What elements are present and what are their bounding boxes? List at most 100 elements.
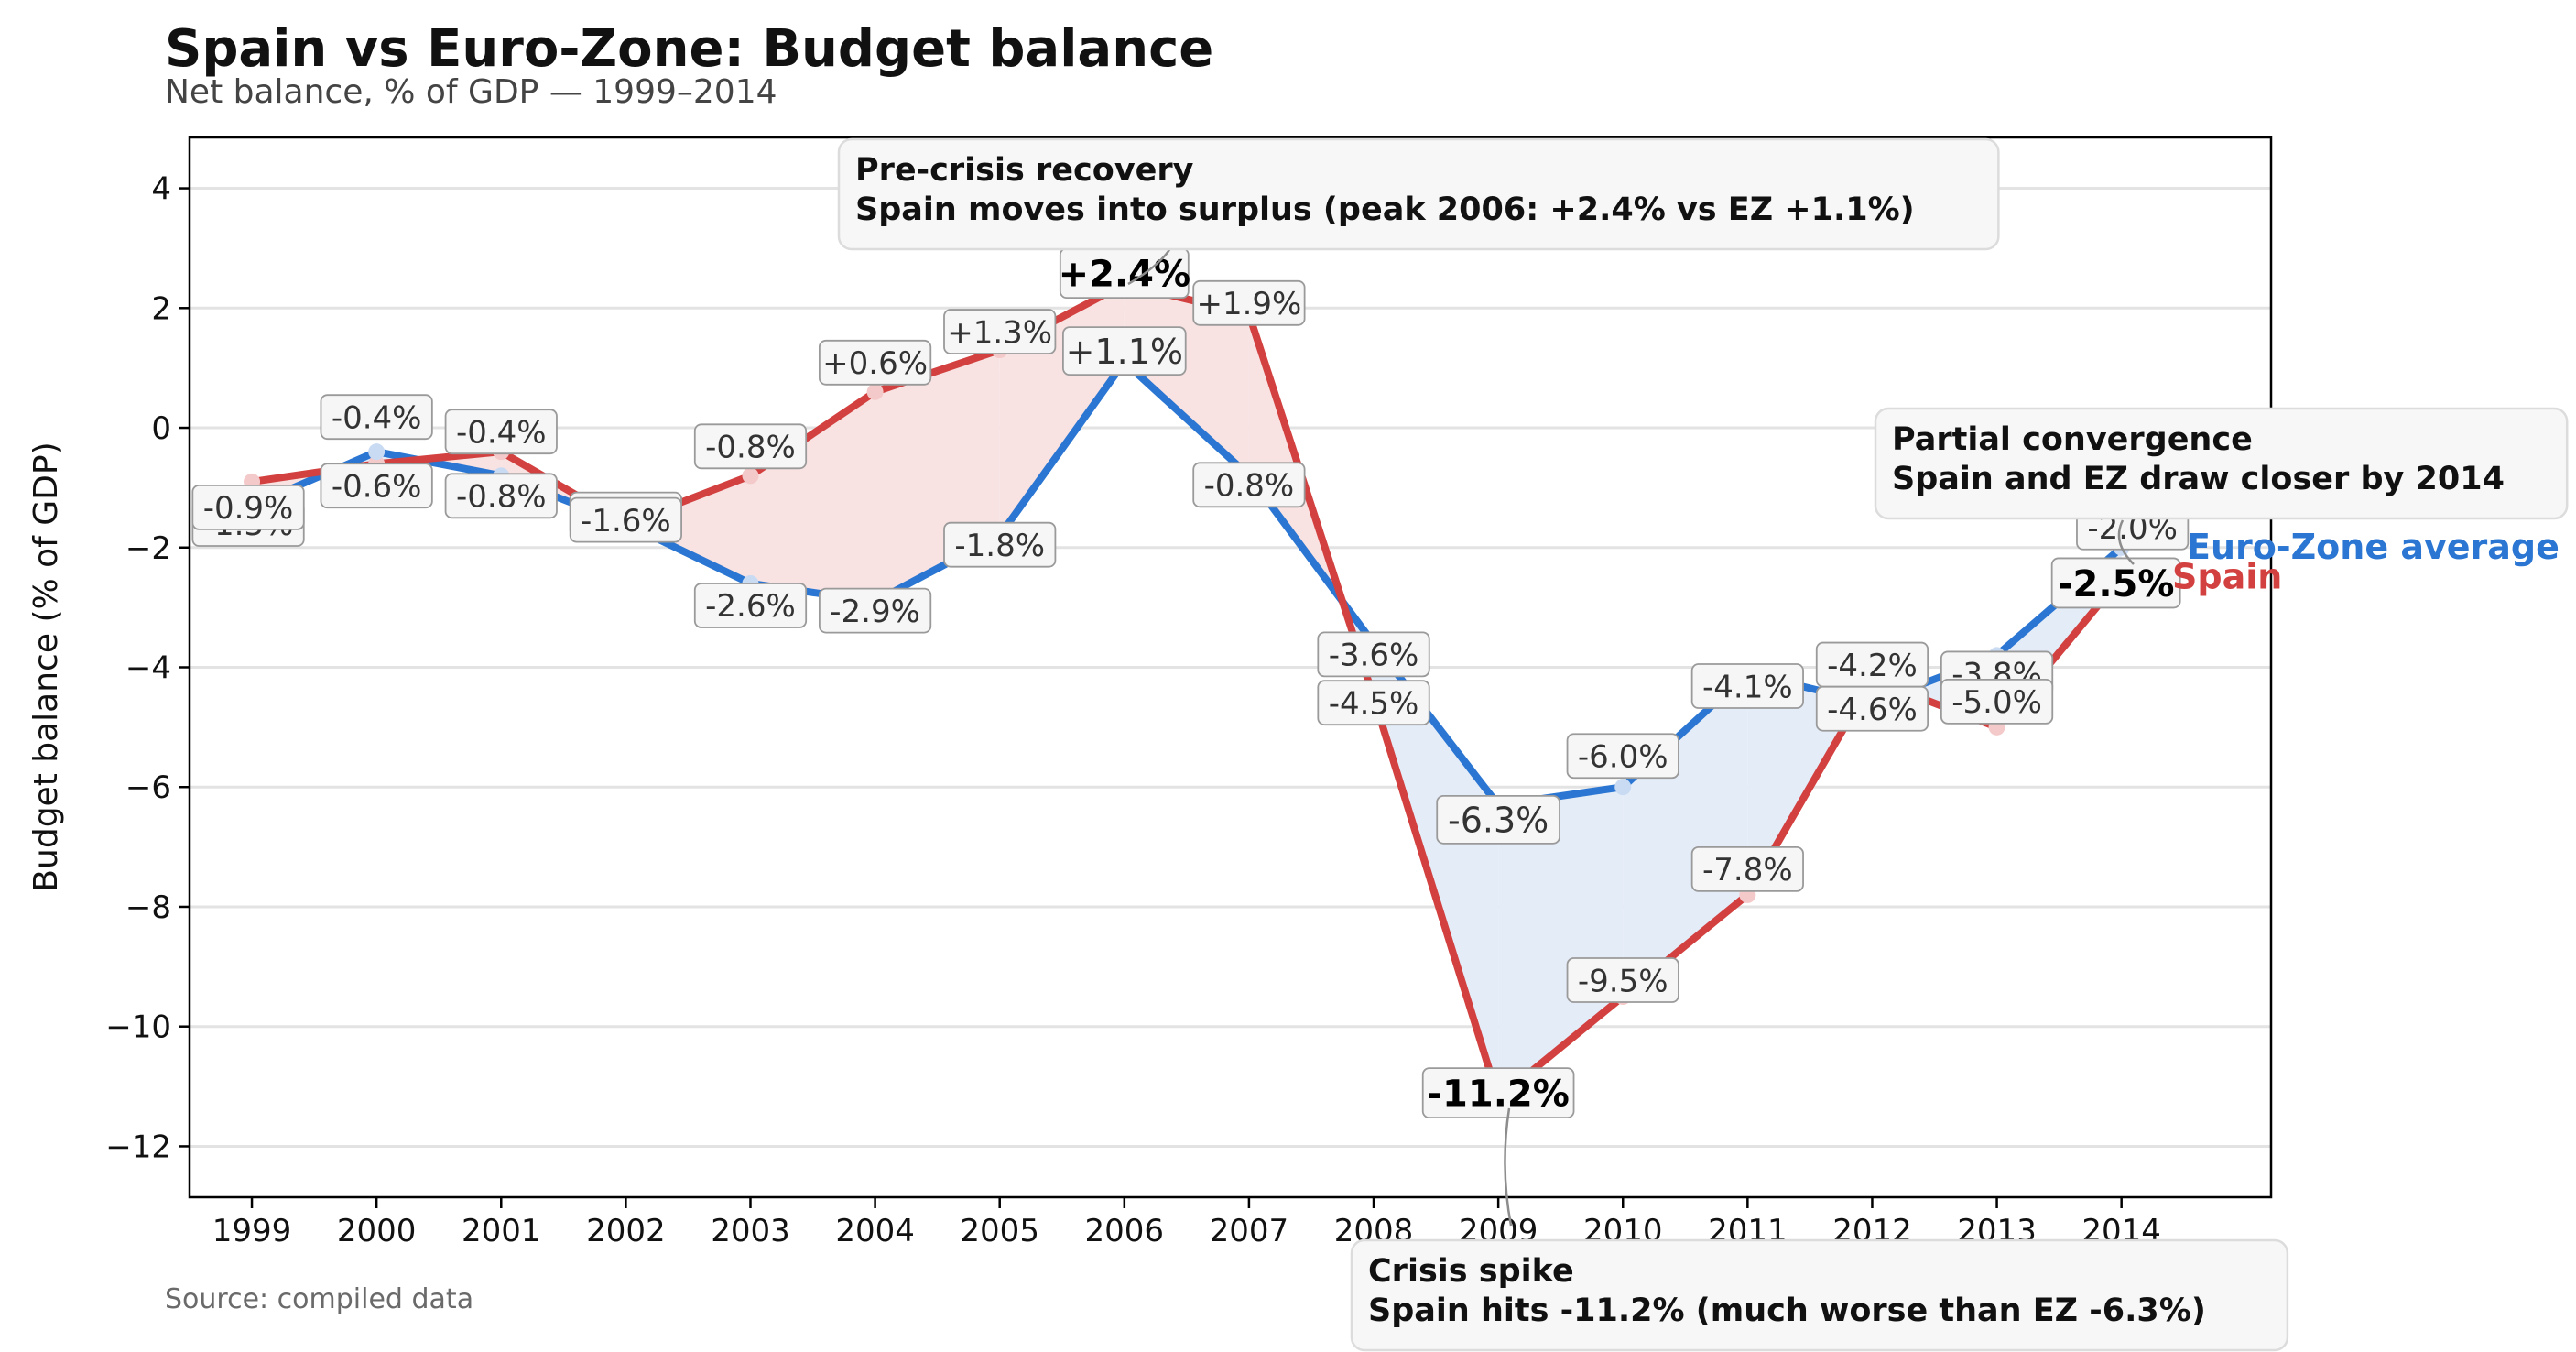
value-label-text: -7.8% xyxy=(1702,852,1793,889)
x-tick-label: 2000 xyxy=(337,1213,417,1249)
value-label-text: -4.1% xyxy=(1702,669,1793,705)
y-tick-label: −8 xyxy=(125,889,171,926)
euro-zone-value-label: -2.9% xyxy=(818,587,932,634)
source-note: Source: compiled data xyxy=(165,1283,473,1315)
value-label-text: -0.6% xyxy=(332,468,422,505)
value-label-box xyxy=(693,583,808,628)
value-label-box xyxy=(444,409,558,455)
y-tick-label: −12 xyxy=(105,1128,171,1165)
value-label-box xyxy=(1317,680,1430,726)
value-label-box xyxy=(320,394,433,441)
euro-zone-value-label: +1.1% xyxy=(1062,326,1187,376)
spain-value-label: -0.8% xyxy=(693,423,808,470)
value-label-text: -1.6% xyxy=(581,503,671,540)
value-label-box xyxy=(1421,1067,1575,1119)
spain-value-label: +2.4% xyxy=(1059,247,1190,300)
spain-line xyxy=(248,280,2125,1103)
value-label-text: +2.4% xyxy=(1059,254,1190,296)
value-label-text: -0.8% xyxy=(705,430,796,466)
value-label-box xyxy=(1566,733,1679,780)
value-label-box xyxy=(1436,794,1560,845)
value-label-box xyxy=(943,309,1057,354)
spain-value-label: -0.6% xyxy=(320,463,433,509)
y-tick-label: −10 xyxy=(105,1009,171,1046)
annotation-box xyxy=(1874,407,2569,520)
series-name-euro-zone: Euro-Zone average xyxy=(2187,527,2560,567)
euro-zone-value-label: -0.8% xyxy=(1192,462,1306,508)
value-label-text: +1.3% xyxy=(947,314,1052,351)
y-tick-label: 2 xyxy=(151,290,171,327)
value-label-text: -6.0% xyxy=(1578,738,1668,775)
value-label-box xyxy=(818,587,932,634)
spain-value-label: -2.5% xyxy=(2050,557,2181,609)
series-lines xyxy=(248,280,2125,1103)
annotation-text: Spain and EZ draw closer by 2014 xyxy=(1892,461,2505,497)
value-label-text: -4.5% xyxy=(1329,685,1419,722)
annotation-arrow xyxy=(1504,1107,1513,1227)
euro-zone-value-label: -4.1% xyxy=(1690,663,1804,709)
chart-title: Spain vs Euro-Zone: Budget balance xyxy=(165,19,1213,79)
value-label-box xyxy=(1690,663,1804,709)
spain-value-label: -9.5% xyxy=(1566,957,1679,1003)
value-label-box xyxy=(1317,631,1430,678)
annotation-arrow xyxy=(2117,519,2135,565)
spain-value-label: -1.6% xyxy=(569,496,682,543)
euro-zone-value-label: -0.4% xyxy=(320,394,433,441)
value-label-text: -3.6% xyxy=(1329,638,1419,674)
value-label-box xyxy=(1690,845,1804,892)
value-label-box xyxy=(320,463,433,509)
y-tick-label: −2 xyxy=(125,530,171,567)
euro-zone-point xyxy=(1614,779,1632,796)
value-label-box xyxy=(1192,279,1306,326)
x-tick-label: 2001 xyxy=(462,1213,541,1249)
value-label-text: -4.2% xyxy=(1827,648,1918,684)
value-label-box xyxy=(818,339,932,386)
value-label-text: -11.2% xyxy=(1427,1074,1569,1116)
value-label-box xyxy=(569,496,682,543)
value-label-text: -9.5% xyxy=(1578,963,1668,999)
value-label-text: -2.9% xyxy=(830,594,920,630)
spain-value-label: -0.4% xyxy=(444,409,558,455)
euro-zone-value-label: -0.8% xyxy=(444,473,558,519)
value-label-box xyxy=(1566,957,1679,1003)
spain-point xyxy=(866,383,884,400)
y-tick-label: −6 xyxy=(125,769,171,806)
series-name-spain: Spain xyxy=(2172,556,2282,596)
value-label-text: -0.8% xyxy=(456,479,547,516)
spain-point xyxy=(742,467,759,485)
value-label-text: -4.6% xyxy=(1827,692,1918,728)
annotation-box xyxy=(1350,1238,2289,1352)
gap-fill-segment xyxy=(1374,643,1499,1099)
value-label-text: +0.6% xyxy=(822,345,928,382)
euro-zone-value-label: -6.0% xyxy=(1566,733,1679,780)
annotation-text: Spain moves into surplus (peak 2006: +2.… xyxy=(855,191,1915,228)
value-label-box xyxy=(2050,557,2181,609)
value-label-box xyxy=(191,484,305,530)
euro-zone-value-label: -6.3% xyxy=(1436,794,1560,845)
euro-zone-value-label: -3.6% xyxy=(1317,631,1430,678)
annotation-title: Pre-crisis recovery xyxy=(855,152,1194,189)
value-label-box xyxy=(1815,641,1929,688)
x-tick-label: 2003 xyxy=(711,1213,790,1249)
value-label-box xyxy=(444,473,558,519)
y-tick-label: −4 xyxy=(125,650,171,687)
spain-value-label: +1.9% xyxy=(1192,279,1306,326)
x-tick-label: 1999 xyxy=(212,1213,292,1249)
y-axis-title: Budget balance (% of GDP) xyxy=(27,442,65,891)
euro-zone-value-label: -2.6% xyxy=(693,583,808,628)
spain-value-label: -11.2% xyxy=(1421,1067,1575,1119)
annotation-title: Crisis spike xyxy=(1368,1253,1574,1290)
euro-zone-value-label: -1.8% xyxy=(943,521,1057,568)
value-label-text: -0.4% xyxy=(332,399,422,436)
value-label-text: -2.5% xyxy=(2058,563,2175,605)
spain-value-label: +1.3% xyxy=(943,309,1057,354)
value-label-box xyxy=(1940,678,2054,725)
x-tick-label: 2005 xyxy=(960,1213,1039,1249)
value-label-text: +1.9% xyxy=(1196,286,1301,322)
gap-fill-segment xyxy=(750,391,875,602)
